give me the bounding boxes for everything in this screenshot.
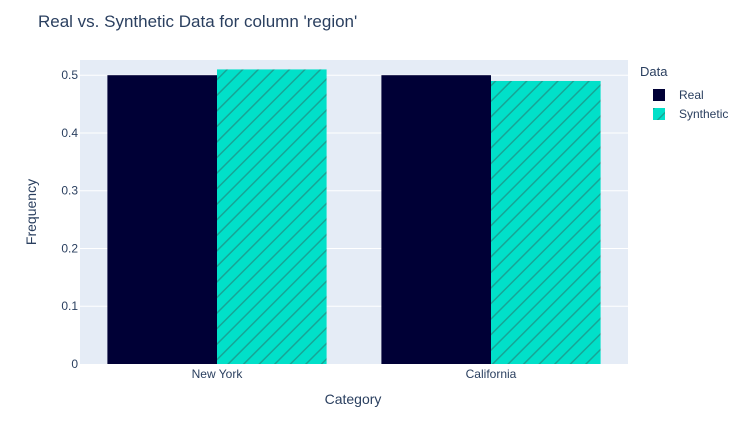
y-axis-label: Frequency <box>23 178 39 246</box>
legend-label-real: Real <box>679 87 704 102</box>
bar-synthetic-california[interactable] <box>491 80 601 365</box>
bar-synthetic-new-york[interactable] <box>217 69 327 364</box>
legend-swatch-synthetic <box>653 107 665 120</box>
bar-real-california[interactable] <box>381 75 491 364</box>
x-axis-label: Category <box>324 391 382 407</box>
bar-real-new-york[interactable] <box>107 75 217 364</box>
y-tick-label: 0.2 <box>61 241 78 255</box>
legend-item-synthetic[interactable]: Synthetic <box>640 104 728 123</box>
x-tick-label: California <box>466 367 517 381</box>
bars <box>107 69 601 365</box>
x-tick-label: New York <box>192 367 244 381</box>
legend-title: Data <box>640 64 668 79</box>
y-tick-label: 0.4 <box>61 126 78 140</box>
chart-title: Real vs. Synthetic Data for column 'regi… <box>38 12 358 31</box>
legend-label-synthetic: Synthetic <box>679 106 729 121</box>
y-tick-label: 0.3 <box>61 184 78 198</box>
legend-item-real[interactable]: Real <box>640 85 728 104</box>
y-tick-label: 0 <box>71 357 78 371</box>
y-tick-label: 0.1 <box>61 299 78 313</box>
y-tick-labels: 0 0.1 0.2 0.3 0.4 0.5 <box>61 68 78 371</box>
legend-swatch-real <box>653 88 665 101</box>
legend: Data Real Synthetic <box>640 64 728 123</box>
y-tick-label: 0.5 <box>61 68 78 82</box>
x-tick-labels: New York California <box>192 367 517 381</box>
